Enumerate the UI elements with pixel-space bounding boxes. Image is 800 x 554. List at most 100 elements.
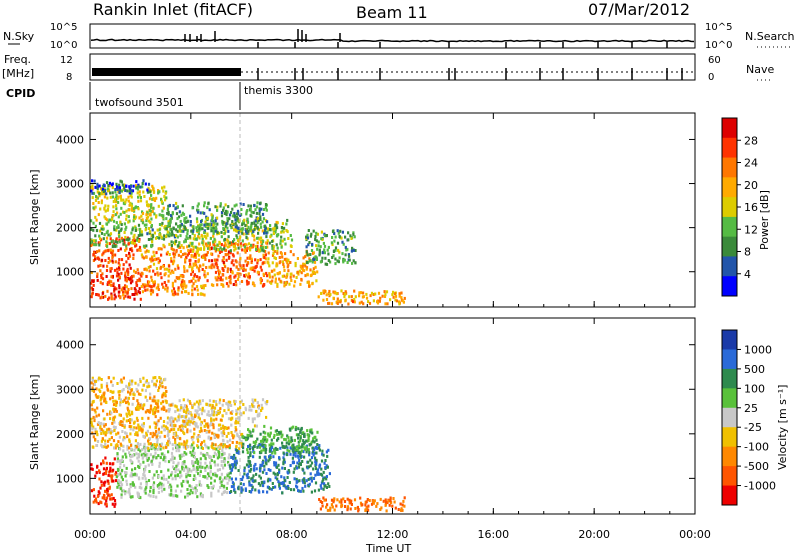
data-cell (171, 443, 174, 447)
data-cell (116, 457, 119, 461)
data-cell (221, 219, 224, 223)
data-cell (157, 257, 160, 261)
data-cell (157, 485, 160, 488)
data-cell (105, 192, 108, 196)
data-cell (391, 293, 394, 297)
data-cell (262, 284, 265, 287)
data-cell (138, 277, 141, 281)
data-cell (213, 479, 216, 483)
data-cell (103, 445, 106, 449)
data-cell (253, 424, 257, 428)
data-cell (150, 447, 153, 451)
data-cell (259, 215, 262, 219)
data-cell (227, 205, 230, 209)
data-cell (102, 190, 105, 193)
data-cell (91, 431, 94, 435)
data-cell (211, 413, 214, 417)
data-cell (240, 440, 243, 444)
data-cell (158, 247, 161, 251)
data-cell (160, 276, 163, 280)
data-cell (120, 223, 123, 226)
data-cell (185, 220, 188, 224)
data-cell (288, 442, 291, 446)
data-cell (144, 395, 147, 399)
data-cell (137, 234, 140, 238)
data-cell (157, 204, 160, 208)
data-cell (290, 438, 293, 442)
data-cell (152, 280, 155, 284)
data-cell (216, 216, 219, 220)
data-cell (189, 450, 192, 454)
data-cell (248, 434, 251, 438)
data-cell (212, 410, 215, 414)
data-cell (141, 221, 145, 225)
data-cell (122, 444, 125, 448)
data-cell (98, 194, 101, 198)
data-cell (201, 235, 204, 238)
data-cell (229, 249, 232, 253)
data-cell (96, 196, 99, 200)
data-cell (249, 464, 252, 467)
data-cell (255, 236, 259, 240)
data-cell (245, 212, 248, 216)
data-cell (313, 447, 316, 451)
data-cell (235, 418, 238, 422)
data-cell (272, 486, 275, 489)
data-cell (130, 460, 133, 464)
data-cell (119, 179, 122, 183)
data-cell (144, 182, 147, 186)
data-cell (372, 299, 375, 303)
data-cell (315, 462, 318, 466)
data-cell (216, 205, 219, 209)
data-cell (197, 413, 200, 417)
data-cell (344, 290, 347, 294)
data-cell (191, 437, 194, 441)
data-cell (331, 256, 334, 259)
data-cell (172, 435, 175, 439)
data-cell (255, 467, 258, 471)
data-cell (134, 271, 137, 274)
data-cell (203, 231, 206, 235)
data-cell (100, 276, 103, 280)
data-cell (192, 464, 195, 468)
data-cell (145, 480, 148, 484)
data-cell (186, 480, 189, 484)
data-cell (398, 294, 401, 298)
data-cell (192, 441, 195, 445)
power-colorbar-label: Power [dB] (758, 190, 771, 250)
data-cell (193, 451, 196, 455)
data-cell (127, 386, 130, 390)
colorbar-segment (722, 427, 737, 448)
data-cell (115, 403, 118, 407)
data-cell (219, 418, 222, 422)
data-cell (136, 187, 140, 191)
data-cell (117, 225, 120, 229)
data-cell (125, 419, 128, 423)
data-cell (113, 268, 117, 272)
data-cell (211, 446, 214, 449)
data-cell (161, 395, 164, 399)
data-cell (259, 281, 262, 285)
data-cell (138, 485, 141, 489)
data-cell (138, 428, 141, 432)
data-cell (350, 249, 353, 253)
data-cell (319, 472, 322, 476)
data-cell (227, 252, 230, 256)
data-cell (154, 258, 157, 262)
data-cell (124, 200, 127, 204)
data-cell (308, 259, 311, 263)
data-cell (106, 491, 109, 495)
data-cell (204, 225, 207, 228)
data-cell (191, 268, 194, 272)
data-cell (131, 495, 134, 499)
data-cell (235, 234, 238, 238)
data-cell (203, 223, 206, 227)
data-cell (119, 413, 122, 417)
data-cell (283, 478, 286, 482)
data-cell (115, 182, 118, 186)
data-cell (264, 206, 267, 210)
data-cell (289, 234, 292, 237)
data-cell (149, 230, 152, 234)
data-cell (307, 243, 310, 247)
